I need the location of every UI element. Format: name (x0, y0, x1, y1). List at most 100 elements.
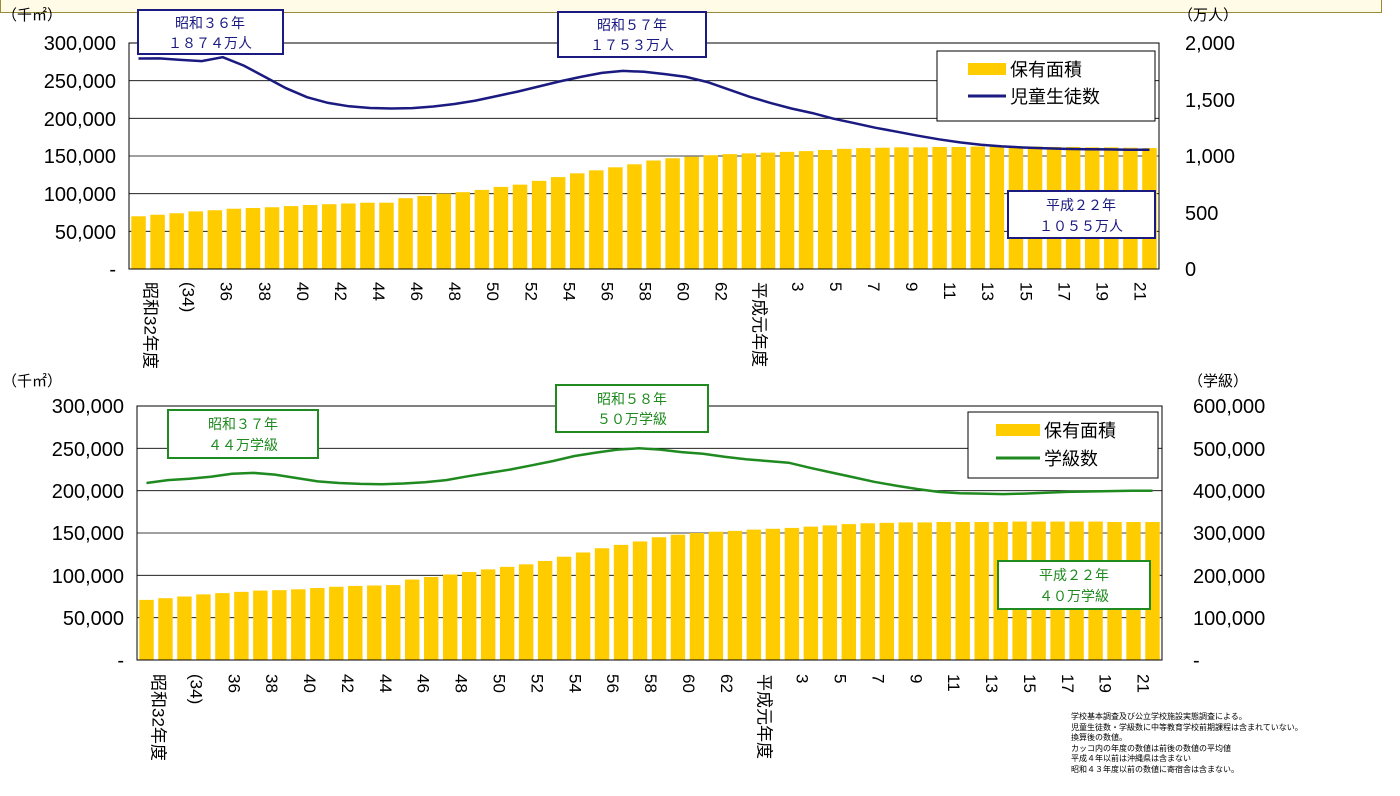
area-bar (424, 577, 439, 660)
area-bar (455, 192, 471, 269)
area-bar (436, 193, 451, 269)
area-bar (531, 180, 547, 269)
top-right-tick: 500 (1185, 203, 1218, 225)
top-right-tick: 1,000 (1185, 146, 1235, 168)
x-tick-label: 17 (1054, 282, 1073, 301)
x-tick-label: 13 (978, 282, 997, 301)
bottom-left-tick: - (117, 650, 124, 672)
area-bar (989, 146, 1005, 269)
bottom-callout-1-line1: 昭和３７年 (208, 417, 278, 433)
area-bar (348, 585, 363, 660)
area-bar (480, 569, 496, 660)
area-bar (894, 147, 909, 269)
x-tick-label: 62 (717, 674, 736, 693)
x-tick-label: 38 (255, 282, 274, 301)
top-callout-3-line2: １０５５万人 (1039, 219, 1123, 235)
area-bar (226, 208, 242, 269)
area-bar (291, 589, 306, 660)
bottom-left-tick: 100,000 (52, 566, 124, 588)
area-bar (594, 548, 610, 660)
top-callout-3-line1: 平成２２年 (1046, 198, 1116, 214)
x-tick-label: 36 (224, 674, 243, 693)
x-tick-label: 60 (679, 674, 698, 693)
area-bar (379, 202, 394, 269)
area-bar (765, 528, 781, 660)
bottom-right-tick: 300,000 (1193, 523, 1265, 545)
bottom-callout-2-line1: 昭和５８年 (597, 392, 667, 408)
area-bar (188, 211, 204, 269)
x-tick-label: 56 (597, 282, 616, 301)
area-bar (646, 160, 661, 269)
x-tick-label: 3 (788, 282, 807, 291)
top-left-tick: 200,000 (44, 109, 116, 131)
area-bar (689, 533, 705, 660)
x-tick-label: 50 (483, 282, 502, 301)
area-bar (898, 522, 913, 660)
bottom-right-tick: 500,000 (1193, 439, 1265, 461)
top-left-unit: （千㎡） (2, 6, 62, 24)
area-bar (518, 564, 534, 660)
area-bar (234, 591, 249, 660)
area-bar (177, 596, 192, 660)
x-tick-label: 11 (940, 282, 959, 300)
x-tick-label: 7 (868, 674, 887, 683)
x-tick-label: 62 (712, 282, 731, 301)
area-bar (569, 173, 585, 269)
top-x-axis-labels: 昭和32年度 (34) 36 38 40 42 44 46 48 50 52 54 56 58 60 62 平成… (141, 282, 1150, 369)
x-tick-label: 3 (793, 674, 812, 683)
area-bar (417, 195, 432, 269)
area-bar (822, 525, 838, 660)
x-tick-label: 5 (831, 674, 850, 683)
area-bar (207, 210, 223, 269)
x-tick-label: 21 (1134, 674, 1153, 693)
area-bar (329, 586, 344, 660)
top-legend-bar-label: 保有面積 (1010, 60, 1082, 81)
bottom-legend-line-label: 学級数 (1044, 449, 1098, 470)
x-tick-label: 50 (490, 674, 509, 693)
top-series-line (138, 55, 1150, 152)
area-bar (708, 531, 724, 660)
bottom-right-tick: 200,000 (1193, 566, 1265, 588)
x-tick-label: 昭和32年度 (141, 282, 160, 369)
area-bar (860, 523, 875, 660)
area-bar (442, 574, 458, 660)
area-bar (841, 524, 857, 660)
bottom-callout-3 (997, 560, 1151, 610)
top-callout-1-line1: 昭和３６年 (175, 16, 245, 32)
area-bar (651, 537, 667, 660)
note-line: 学校基本調査及び公立学校施設実態調査による。 (1071, 712, 1247, 721)
top-callout-2-line2: １７５３万人 (590, 38, 674, 54)
chart-top: （千㎡） （万人） 300,000 250,000 200,000 150,00… (2, 6, 1238, 369)
area-bar (537, 560, 553, 660)
x-tick-label: 7 (864, 282, 883, 291)
area-bar (493, 186, 509, 269)
area-bar (150, 214, 165, 269)
area-bar (302, 204, 318, 269)
area-bar (727, 530, 743, 660)
bottom-bars (139, 521, 1160, 660)
source-notes: 学校基本調査及び公立学校施設実態調査による。 児童生徒数・学級数に中等教育学校前… (1071, 712, 1396, 775)
bottom-left-tick: 50,000 (63, 608, 124, 630)
bottom-callout-3-line2: ４０万学級 (1039, 589, 1109, 605)
area-bar (703, 155, 719, 269)
area-bar (837, 148, 852, 269)
area-bar (798, 151, 814, 269)
bottom-right-tick: 400,000 (1193, 481, 1265, 503)
top-left-tick: 50,000 (55, 222, 116, 244)
area-bar (360, 202, 375, 269)
x-tick-label: (34) (186, 674, 205, 704)
x-tick-label: 58 (641, 674, 660, 693)
bottom-left-tick: 250,000 (52, 439, 124, 461)
area-bar (215, 593, 230, 660)
area-bar (779, 151, 795, 269)
area-bar (139, 599, 154, 660)
x-tick-label: 13 (982, 674, 1001, 693)
area-bar (670, 534, 686, 660)
area-bar (665, 158, 680, 269)
x-tick-label: 15 (1016, 282, 1035, 301)
top-callout-1-line2: １８７４万人 (168, 36, 252, 52)
top-callout-3 (1007, 190, 1156, 239)
area-bar (461, 571, 477, 660)
area-bar (158, 598, 173, 660)
